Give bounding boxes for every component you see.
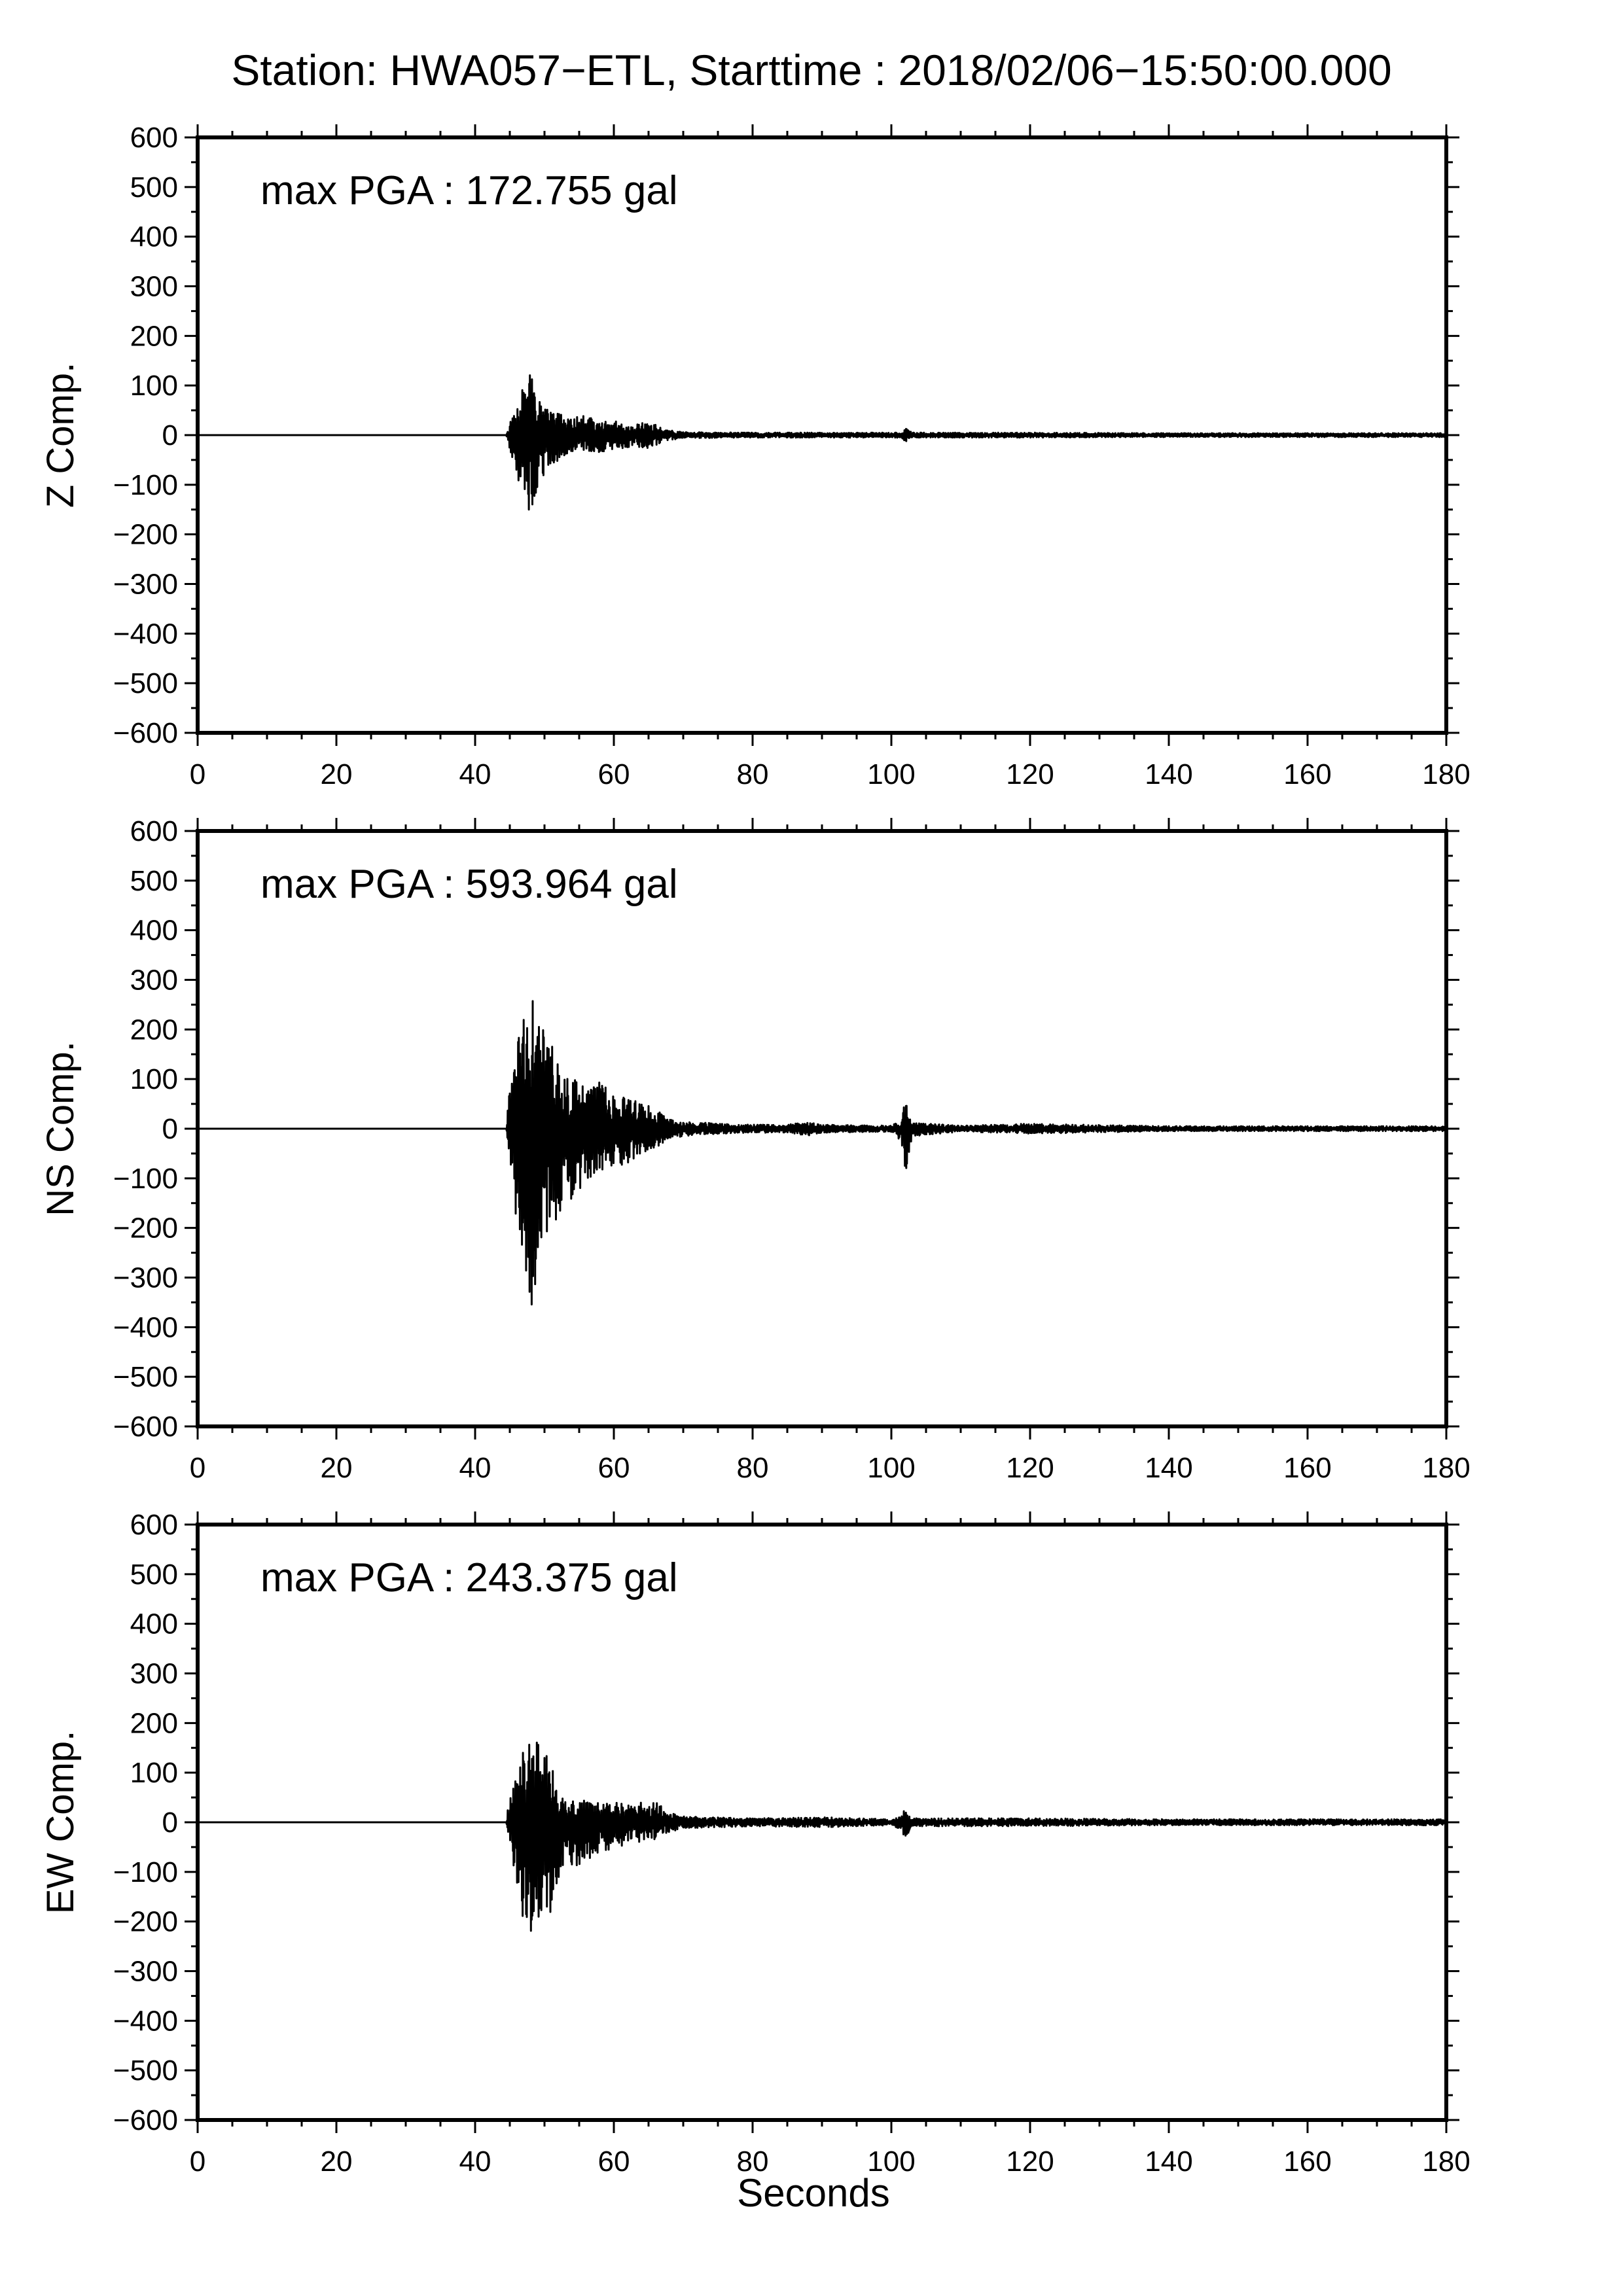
y-tick-label: 200 bbox=[130, 1014, 178, 1046]
z-component-panel: 6005004003002001000−100−200−300−400−500−… bbox=[39, 122, 1471, 790]
y-tick-label: −300 bbox=[113, 569, 178, 601]
y-tick-label: −600 bbox=[113, 2104, 178, 2136]
y-tick-label: 200 bbox=[130, 1707, 178, 1739]
x-tick-label: 40 bbox=[459, 758, 491, 790]
y-tick-label: 100 bbox=[130, 370, 178, 402]
y-tick-label: 400 bbox=[130, 1608, 178, 1640]
y-tick-label: −300 bbox=[113, 1956, 178, 1988]
x-tick-label: 20 bbox=[321, 758, 353, 790]
y-tick-label: −100 bbox=[113, 469, 178, 501]
x-tick-label: 180 bbox=[1422, 758, 1470, 790]
y-tick-label: 100 bbox=[130, 1063, 178, 1095]
x-tick-label: 20 bbox=[321, 1452, 353, 1484]
y-tick-label: −600 bbox=[113, 717, 178, 749]
y-tick-label: 500 bbox=[130, 865, 178, 897]
y-tick-label: 600 bbox=[130, 1509, 178, 1541]
y-tick-label: 400 bbox=[130, 221, 178, 253]
x-tick-label: 40 bbox=[459, 2146, 491, 2178]
x-tick-label: 0 bbox=[190, 1452, 205, 1484]
x-tick-label: 80 bbox=[737, 758, 769, 790]
x-tick-label: 60 bbox=[598, 758, 630, 790]
x-tick-label: 160 bbox=[1283, 758, 1331, 790]
x-tick-label: 100 bbox=[867, 2146, 915, 2178]
x-tick-label: 100 bbox=[867, 1452, 915, 1484]
x-tick-label: 60 bbox=[598, 2146, 630, 2178]
x-tick-label: 80 bbox=[737, 2146, 769, 2178]
x-tick-label: 0 bbox=[190, 758, 205, 790]
max-pga-annotation: max PGA : 243.375 gal bbox=[260, 1555, 678, 1600]
y-tick-label: 200 bbox=[130, 320, 178, 352]
waveform-trace bbox=[197, 1000, 1448, 1306]
y-tick-label: 300 bbox=[130, 1658, 178, 1690]
x-tick-label: 140 bbox=[1145, 2146, 1192, 2178]
x-tick-label: 140 bbox=[1145, 1452, 1192, 1484]
ew-component-panel: 6005004003002001000−100−200−300−400−500−… bbox=[39, 1509, 1471, 2178]
y-tick-label: 0 bbox=[162, 1113, 178, 1145]
y-tick-label: −100 bbox=[113, 1163, 178, 1195]
x-tick-label: 160 bbox=[1283, 2146, 1331, 2178]
y-tick-label: 300 bbox=[130, 964, 178, 997]
y-tick-label: 400 bbox=[130, 915, 178, 947]
y-tick-label: 500 bbox=[130, 171, 178, 203]
y-tick-label: 0 bbox=[162, 419, 178, 451]
x-tick-label: 0 bbox=[190, 2146, 205, 2178]
y-tick-label: −400 bbox=[113, 618, 178, 650]
y-tick-label: 500 bbox=[130, 1559, 178, 1591]
y-tick-label: −400 bbox=[113, 1311, 178, 1343]
waveform-trace bbox=[197, 1741, 1448, 1932]
max-pga-annotation: max PGA : 172.755 gal bbox=[260, 168, 678, 213]
y-tick-label: −100 bbox=[113, 1856, 178, 1888]
x-tick-label: 180 bbox=[1422, 1452, 1470, 1484]
ns-component-panel: 6005004003002001000−100−200−300−400−500−… bbox=[39, 815, 1471, 1484]
y-tick-label: −200 bbox=[113, 1212, 178, 1245]
waveform-trace bbox=[197, 374, 1448, 511]
x-axis-label: Seconds bbox=[737, 2171, 890, 2215]
y-axis-label: EW Comp. bbox=[39, 1731, 82, 1914]
y-tick-label: −300 bbox=[113, 1262, 178, 1294]
x-tick-label: 140 bbox=[1145, 758, 1192, 790]
y-tick-label: 600 bbox=[130, 815, 178, 847]
y-tick-label: −500 bbox=[113, 667, 178, 699]
y-tick-label: 100 bbox=[130, 1757, 178, 1789]
x-tick-label: 20 bbox=[321, 2146, 353, 2178]
x-tick-label: 80 bbox=[737, 1452, 769, 1484]
y-tick-label: −200 bbox=[113, 1906, 178, 1938]
y-axis-label: NS Comp. bbox=[39, 1041, 82, 1216]
y-tick-label: −400 bbox=[113, 2005, 178, 2037]
x-tick-label: 40 bbox=[459, 1452, 491, 1484]
x-tick-label: 120 bbox=[1006, 2146, 1054, 2178]
x-tick-label: 160 bbox=[1283, 1452, 1331, 1484]
x-tick-label: 60 bbox=[598, 1452, 630, 1484]
y-tick-label: −500 bbox=[113, 1361, 178, 1393]
y-tick-label: 0 bbox=[162, 1807, 178, 1839]
y-tick-label: −200 bbox=[113, 519, 178, 551]
x-tick-label: 120 bbox=[1006, 758, 1054, 790]
x-tick-label: 180 bbox=[1422, 2146, 1470, 2178]
x-tick-label: 100 bbox=[867, 758, 915, 790]
y-tick-label: 600 bbox=[130, 122, 178, 154]
x-tick-label: 120 bbox=[1006, 1452, 1054, 1484]
y-tick-label: −500 bbox=[113, 2055, 178, 2087]
y-axis-label: Z Comp. bbox=[39, 362, 82, 508]
max-pga-annotation: max PGA : 593.964 gal bbox=[260, 862, 678, 907]
y-tick-label: −600 bbox=[113, 1411, 178, 1443]
figure-title: Station: HWA057−ETL, Starttime : 2018/02… bbox=[231, 46, 1391, 94]
y-tick-label: 300 bbox=[130, 271, 178, 303]
